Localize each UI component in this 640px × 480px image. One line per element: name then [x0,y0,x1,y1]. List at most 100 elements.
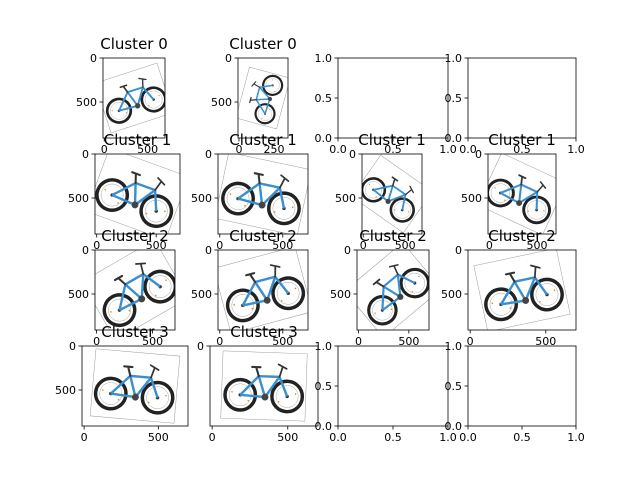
y-tick-label: 0.5 [445,92,463,105]
y-tick-label: 0.0 [445,420,463,433]
axes-frame [487,153,557,235]
x-tick-label: 1.0 [567,431,585,444]
subplot-0: 0 500 0 500 Cluster 0 [76,35,168,156]
y-tick-label: 0 [69,340,76,353]
bicycle-image [473,250,571,330]
axes-frame [217,249,309,331]
x-tick-label: 500 [148,431,169,444]
subplot-6: 0 500 0 500 Cluster 1 [335,131,426,252]
y-tick-label: 500 [191,192,212,205]
x-tick-label: 500 [142,335,163,348]
x-tick-label: 1.0 [567,143,585,156]
y-tick-label: 500 [335,192,356,205]
x-tick-label: 500 [146,239,167,252]
y-tick-label: 0 [475,148,482,161]
axes-frame [209,345,319,427]
x-tick-label: 500 [137,143,158,156]
x-tick-label: 0 [93,239,100,252]
x-tick-label: 500 [526,239,547,252]
subplot-title: Cluster 3 [230,323,298,341]
axes-frame [337,345,449,427]
y-tick-label: 500 [330,288,351,301]
x-tick-label: 0.0 [459,431,477,444]
x-tick-label: 0 [216,335,223,348]
y-tick-label: 0.5 [315,92,333,105]
subplot-1: 0 250 0 500 Cluster 0 [211,35,297,156]
axes-frame [361,153,423,235]
x-tick-label: 1.0 [439,143,457,156]
x-tick-label: 0 [355,335,362,348]
bicycle-image [220,350,308,422]
x-tick-label: 0 [209,431,216,444]
subplot-5: 0 500 0 500 Cluster 1 [191,131,309,252]
axes-frame [102,57,166,139]
bicycle-image [89,348,181,424]
y-tick-label: 0.0 [315,132,333,145]
x-tick-label: 500 [272,335,293,348]
y-tick-label: 500 [55,384,76,397]
y-tick-label: 500 [191,288,212,301]
x-tick-label: 0 [486,239,493,252]
y-tick-label: 1.0 [445,52,463,65]
x-tick-label: 500 [395,239,416,252]
bicycle-image [95,154,180,234]
x-tick-label: 500 [398,335,419,348]
x-tick-label: 0.5 [384,143,402,156]
axes-frame [94,153,181,235]
subplot-title: Cluster 1 [358,131,426,149]
y-tick-label: 0 [455,244,462,257]
y-tick-label: 500 [76,96,97,109]
bicycle-image [103,62,165,134]
y-tick-label: 1.0 [315,52,333,65]
x-tick-label: 0.0 [329,431,347,444]
y-tick-label: 500 [441,288,462,301]
x-tick-label: 250 [264,143,285,156]
subplot-title: Cluster 2 [229,227,297,245]
x-tick-label: 0 [93,335,100,348]
y-tick-label: 0 [197,340,204,353]
x-tick-label: 0 [236,143,243,156]
x-tick-label: 0 [81,431,88,444]
y-tick-label: 500 [68,192,89,205]
y-tick-label: 0.5 [445,380,463,393]
subplot-title: Cluster 2 [359,227,427,245]
y-tick-label: 0.0 [315,420,333,433]
subplot-title: Cluster 2 [101,227,169,245]
subplot-2: 0.0 0.5 1.0 0.0 0.5 1.0 [315,52,457,156]
x-tick-label: 500 [277,431,298,444]
subplot-title: Cluster 3 [101,323,169,341]
bicycle-image [362,154,422,234]
y-tick-label: 0.5 [315,380,333,393]
y-tick-label: 500 [68,288,89,301]
y-tick-label: 0 [205,148,212,161]
bicycle-image [357,250,429,330]
axes-frame [237,57,289,139]
subplot-13: 0 500 0 Cluster 3 [197,323,319,444]
x-tick-label: 0.5 [384,431,402,444]
x-tick-label: 0.5 [513,431,531,444]
y-tick-label: 0 [225,52,232,65]
bicycle-image [238,66,288,130]
x-tick-label: 0.0 [329,143,347,156]
x-tick-label: 0 [101,143,108,156]
subplot-title: Cluster 1 [488,131,556,149]
x-tick-label: 0 [467,335,474,348]
axes-frame [81,345,189,427]
x-tick-label: 500 [272,239,293,252]
y-tick-label: 500 [211,96,232,109]
subplot-3: 0.0 0.5 1.0 0.0 0.5 1.0 [445,52,585,156]
subplot-14: 0.0 0.5 1.0 0.0 0.5 1.0 [315,340,457,444]
axes-frame [217,153,309,235]
axes-frame [467,249,577,331]
bicycle-image [218,250,308,330]
y-tick-label: 500 [461,192,482,205]
bicycle-image [218,154,308,234]
subplot-title: Cluster 1 [104,131,172,149]
bicycle-image [488,154,556,234]
axes-frame [467,345,577,427]
